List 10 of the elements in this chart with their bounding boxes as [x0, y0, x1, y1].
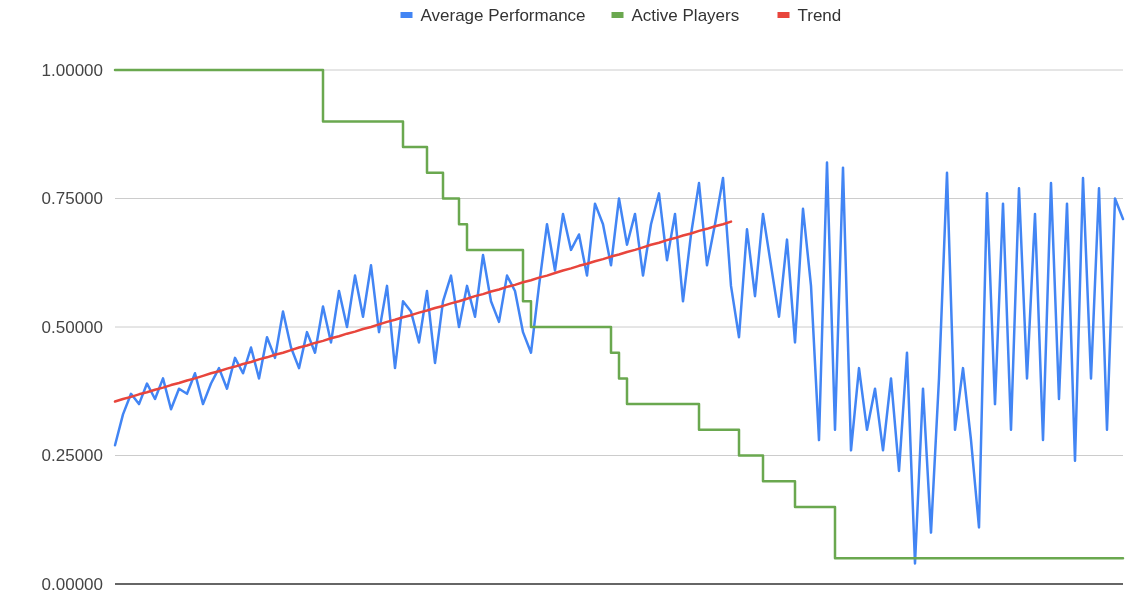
y-tick-label: 0.00000: [41, 574, 103, 594]
y-tick-label: 0.25000: [41, 446, 103, 466]
line-series: [113, 220, 733, 403]
legend-label: Average Performance: [420, 5, 586, 25]
legend-label: Trend: [797, 5, 842, 25]
y-tick-label: 0.75000: [41, 189, 103, 209]
y-tick-label: 1.00000: [41, 60, 103, 80]
line-series: [113, 161, 1125, 565]
legend-label: Active Players: [631, 5, 740, 25]
y-tick-label: 0.50000: [41, 317, 103, 337]
